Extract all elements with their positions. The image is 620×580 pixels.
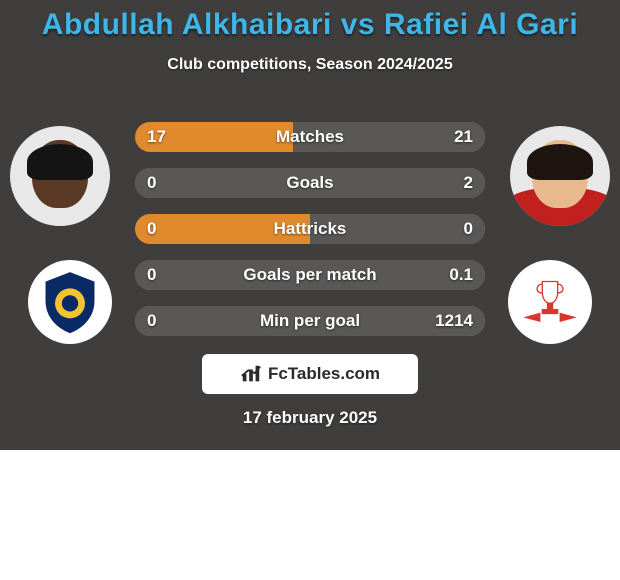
comparison-bars: 17Matches210Goals20Hattricks00Goals per … <box>135 122 485 352</box>
player-left-avatar <box>10 126 110 226</box>
stat-metric-label: Goals per match <box>135 260 485 290</box>
stat-right-value: 0 <box>464 214 473 244</box>
stat-right-value: 21 <box>454 122 473 152</box>
stat-metric-label: Hattricks <box>135 214 485 244</box>
club-left-logo <box>28 260 112 344</box>
player-left-face <box>10 126 110 226</box>
footer-date: 17 february 2025 <box>0 408 620 428</box>
stat-row: 0Hattricks0 <box>135 214 485 244</box>
stat-metric-label: Matches <box>135 122 485 152</box>
shield-icon <box>36 268 104 336</box>
player-right-face <box>510 126 610 226</box>
subtitle: Club competitions, Season 2024/2025 <box>0 56 620 74</box>
stat-metric-label: Min per goal <box>135 306 485 336</box>
bar-chart-icon <box>240 363 262 385</box>
stat-metric-label: Goals <box>135 168 485 198</box>
stat-right-value: 1214 <box>435 306 473 336</box>
page-title: Abdullah Alkhaibari vs Rafiei Al Gari <box>0 0 620 42</box>
player-right-avatar <box>510 126 610 226</box>
stat-row: 0Goals2 <box>135 168 485 198</box>
stat-row: 0Min per goal1214 <box>135 306 485 336</box>
attribution-text: FcTables.com <box>268 364 380 384</box>
stat-right-value: 0.1 <box>449 260 473 290</box>
comparison-card: Abdullah Alkhaibari vs Rafiei Al Gari Cl… <box>0 0 620 450</box>
stat-right-value: 2 <box>464 168 473 198</box>
stat-row: 17Matches21 <box>135 122 485 152</box>
club-right-logo <box>508 260 592 344</box>
attribution-badge: FcTables.com <box>202 354 418 394</box>
stat-row: 0Goals per match0.1 <box>135 260 485 290</box>
trophy-icon <box>518 270 582 334</box>
